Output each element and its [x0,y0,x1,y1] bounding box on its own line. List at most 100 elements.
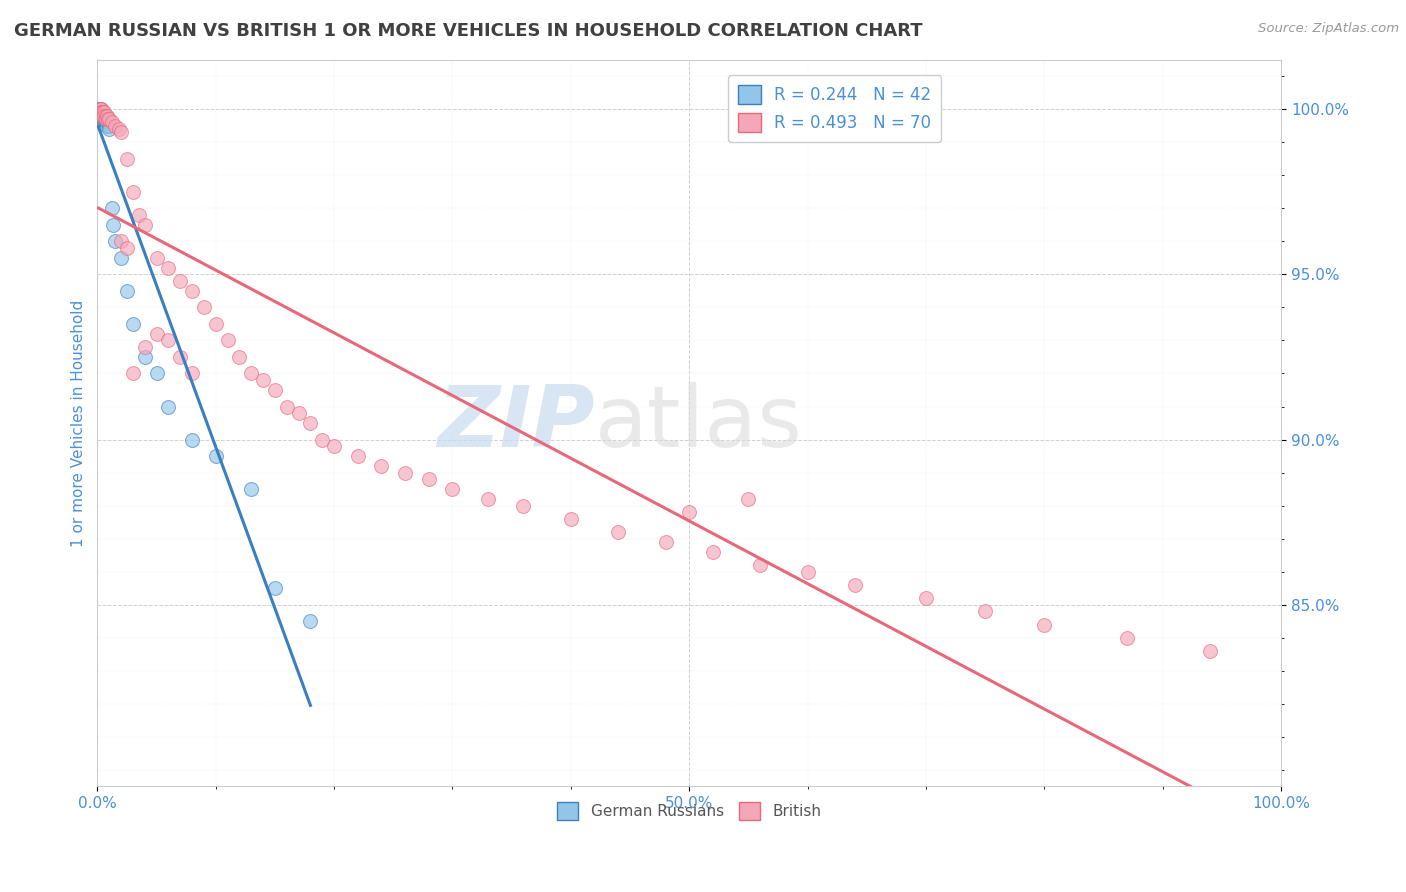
Point [323,439,346,453]
Point [702,545,724,559]
Point [915,591,938,606]
Point [91,109,114,123]
Point [560,512,582,526]
Point [94,112,117,126]
Point [115,241,138,255]
Point [441,482,464,496]
Point [91,109,114,123]
Point [87,102,110,116]
Point [91,105,114,120]
Point [1116,631,1139,645]
Point [115,152,138,166]
Point [749,558,772,573]
Point [94,115,117,129]
Point [89,105,111,120]
Point [91,105,114,120]
Point [228,350,250,364]
Point [134,350,156,364]
Point [97,112,120,126]
Point [299,614,322,628]
Text: GERMAN RUSSIAN VS BRITISH 1 OR MORE VEHICLES IN HOUSEHOLD CORRELATION CHART: GERMAN RUSSIAN VS BRITISH 1 OR MORE VEHI… [14,22,922,40]
Point [90,102,112,116]
Point [104,235,127,249]
Point [1199,644,1222,658]
Point [299,416,322,430]
Point [181,367,204,381]
Point [96,112,118,126]
Point [90,105,112,120]
Point [181,284,204,298]
Point [91,109,114,123]
Point [115,284,138,298]
Point [121,367,143,381]
Point [121,317,143,331]
Point [654,535,676,549]
Point [311,433,333,447]
Point [204,449,226,463]
Point [89,105,111,120]
Point [796,565,818,579]
Point [91,112,114,126]
Point [87,105,110,120]
Point [110,125,132,139]
Point [93,109,115,123]
Point [1033,617,1056,632]
Point [204,317,226,331]
Point [96,109,118,123]
Point [98,112,121,126]
Point [98,119,121,133]
Point [89,102,111,116]
Point [240,482,263,496]
Point [91,105,114,120]
Point [87,102,110,116]
Point [264,383,287,397]
Point [217,334,239,348]
Point [252,373,274,387]
Point [104,119,127,133]
Point [96,119,118,133]
Point [89,109,111,123]
Point [477,491,499,506]
Point [145,367,167,381]
Point [100,201,122,215]
Point [90,105,112,120]
Point [121,185,143,199]
Point [90,109,112,123]
Point [87,102,110,116]
Point [91,109,114,123]
Point [157,400,180,414]
Point [157,260,180,275]
Point [134,340,156,354]
Point [134,218,156,232]
Point [98,122,121,136]
Point [737,491,759,506]
Point [89,112,111,126]
Point [169,274,191,288]
Point [97,115,120,129]
Point [264,581,287,595]
Point [346,449,368,463]
Point [107,122,129,136]
Point [89,102,111,116]
Point [169,350,191,364]
Point [93,112,115,126]
Text: atlas: atlas [595,382,803,465]
Point [240,367,263,381]
Point [89,102,111,116]
Point [145,251,167,265]
Y-axis label: 1 or more Vehicles in Household: 1 or more Vehicles in Household [72,300,86,547]
Point [678,505,700,519]
Point [90,102,112,116]
Point [276,400,298,414]
Point [87,102,110,116]
Point [145,326,167,341]
Point [89,105,111,120]
Point [157,334,180,348]
Point [93,109,115,123]
Point [93,105,115,120]
Point [128,208,150,222]
Point [90,112,112,126]
Point [193,301,215,315]
Legend: German Russians, British: German Russians, British [551,797,828,826]
Point [370,458,392,473]
